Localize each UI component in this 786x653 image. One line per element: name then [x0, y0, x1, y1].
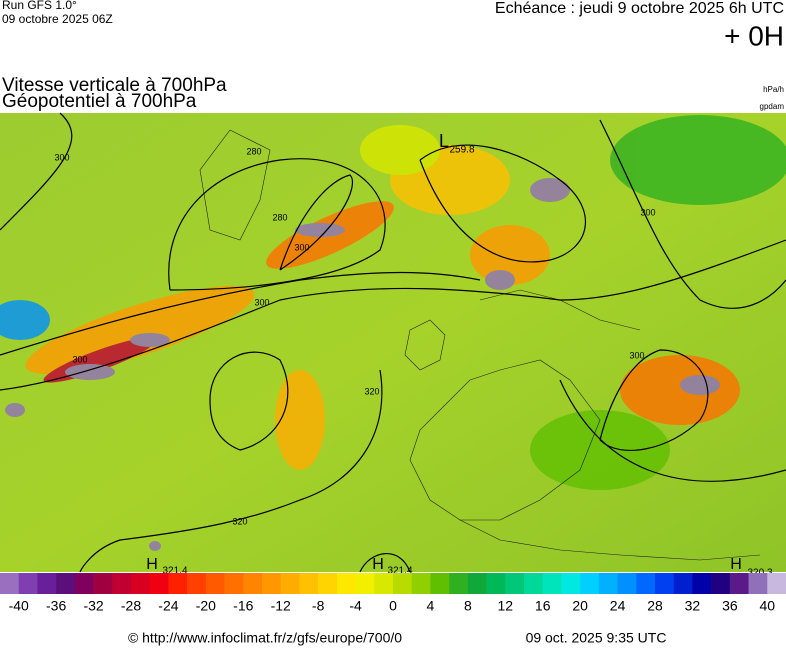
colorbar-swatch — [299, 573, 319, 594]
colorbar-swatch — [655, 573, 675, 594]
colorbar-tick-label: -24 — [158, 598, 178, 614]
colorbar-swatch — [243, 573, 263, 594]
colorbar-tick-label: -4 — [349, 598, 362, 614]
colorbar-swatch — [393, 573, 413, 594]
colorbar-tick-label: -28 — [121, 598, 141, 614]
map-label: H — [730, 556, 742, 573]
colorbar-swatch — [598, 573, 618, 594]
colorbar-swatch — [93, 573, 113, 594]
colorbar-tick-label: 24 — [610, 598, 626, 614]
colorbar-tick-label: 32 — [685, 598, 701, 614]
colorbar-swatch — [748, 573, 768, 594]
field-patches — [0, 115, 786, 551]
colorbar-swatch — [411, 573, 431, 594]
colorbar-swatch — [318, 573, 338, 594]
map-label: 259.8 — [449, 145, 474, 156]
colorbar-swatch — [467, 573, 487, 594]
map-label: H — [146, 556, 158, 573]
colorbar-swatch — [336, 573, 356, 594]
colorbar-swatch — [280, 573, 300, 594]
colorbar-swatch — [636, 573, 656, 594]
map-label: 280 — [246, 146, 261, 156]
colorbar-swatch — [168, 573, 188, 594]
colorbar-swatch — [149, 573, 169, 594]
colorbar-swatch — [224, 573, 244, 594]
colorbar-swatch — [449, 573, 469, 594]
echeance: Echéance : jeudi 9 octobre 2025 6h UTC — [495, 0, 784, 17]
map-label: 300 — [72, 354, 87, 364]
colorbar-swatch — [486, 573, 506, 594]
colorbar-tick-label: -16 — [233, 598, 253, 614]
colorbar-tick-label: 40 — [759, 598, 775, 614]
colorbar-tick-label: -36 — [46, 598, 66, 614]
colorbar-swatch — [374, 573, 394, 594]
colorbar-swatch — [505, 573, 525, 594]
colorbar-swatch — [430, 573, 450, 594]
colorbar-swatch — [617, 573, 637, 594]
colorbar-tick-label: 20 — [572, 598, 588, 614]
colorbar-tick-label: 16 — [535, 598, 551, 614]
map-label: 321.4 — [387, 566, 412, 577]
colorbar-tick-label: -40 — [9, 598, 29, 614]
colorbar-swatch — [112, 573, 132, 594]
colorbar-swatch — [542, 573, 562, 594]
colorbar-tick-label: -12 — [271, 598, 291, 614]
map-label: 320 — [232, 516, 247, 526]
colorbar-tick-label: -20 — [196, 598, 216, 614]
colorbar-swatch — [74, 573, 94, 594]
map-label: 300 — [640, 207, 655, 217]
colorbar-tick-label: -32 — [83, 598, 103, 614]
colorbar-swatch — [673, 573, 693, 594]
map-label: 300 — [629, 350, 644, 360]
colorbar-swatch — [580, 573, 600, 594]
map-label: H — [372, 556, 384, 573]
run-label: Run GFS 1.0° — [2, 0, 77, 12]
colorbar-swatch — [37, 573, 57, 594]
colorbar-swatch — [692, 573, 712, 594]
unit-1: hPa/h — [763, 85, 784, 94]
contours — [0, 112, 786, 573]
colorbar-swatch — [711, 573, 731, 594]
colorbar-swatch — [767, 573, 786, 594]
colorbar-tick-label: 4 — [427, 598, 435, 614]
unit-2: gpdam — [760, 102, 785, 111]
colorbar-swatch — [262, 573, 282, 594]
colorbar-swatch — [18, 573, 38, 594]
colorbar-tick-label: -8 — [312, 598, 325, 614]
colorbar-swatch — [524, 573, 544, 594]
map-label: 320 — [364, 386, 379, 396]
title-1: Vitesse verticale à 700hPa — [2, 75, 227, 96]
colorbar-tick-label: 12 — [497, 598, 513, 614]
colorbar-swatch — [205, 573, 225, 594]
map-label: 300 — [54, 152, 69, 162]
title-2: Géopotentiel à 700hPa — [2, 91, 197, 112]
offset: + 0H — [724, 20, 784, 51]
colorbar-swatch — [729, 573, 749, 594]
timestamp: 09 oct. 2025 9:35 UTC — [526, 630, 667, 646]
map-label: L — [439, 131, 449, 151]
colorbar-swatch — [355, 573, 375, 594]
colorbar-tick-label: 36 — [722, 598, 738, 614]
map-label: 321.4 — [162, 566, 187, 577]
source-url: © http://www.infoclimat.fr/z/gfs/europe/… — [128, 630, 402, 646]
colorbar: -40 -36 -32 -28 -24 -20 -16 -12 -8 -4 0 4 8 12 16 20 24 2… — [0, 573, 786, 614]
colorbar-tick-label: 8 — [464, 598, 472, 614]
map-label: 280 — [272, 212, 287, 222]
colorbar-tick-label: 0 — [389, 598, 397, 614]
map-label: 300 — [254, 297, 269, 307]
colorbar-swatch — [561, 573, 581, 594]
colorbar-swatch — [56, 573, 76, 594]
colorbar-tick-label: 28 — [647, 598, 663, 614]
colorbar-swatch — [131, 573, 151, 594]
colorbar-swatch — [187, 573, 207, 594]
colorbar-swatch — [0, 573, 20, 594]
map-label: 300 — [294, 242, 309, 252]
run-date: 09 octobre 2025 06Z — [2, 12, 113, 26]
